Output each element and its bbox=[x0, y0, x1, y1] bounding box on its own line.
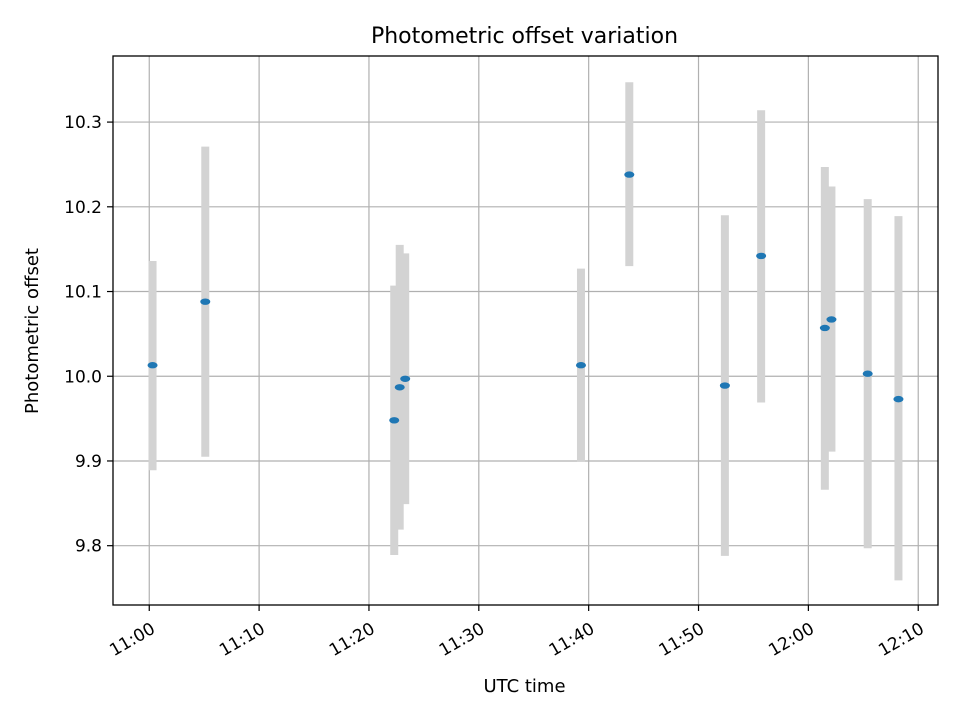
data-point bbox=[819, 324, 830, 332]
data-point bbox=[624, 171, 635, 178]
x-tick-label: 12:10 bbox=[875, 619, 927, 661]
data-point bbox=[200, 298, 211, 305]
data-point bbox=[400, 375, 411, 382]
data-point bbox=[575, 362, 586, 369]
data-point bbox=[893, 395, 904, 403]
x-tick-label: 11:20 bbox=[326, 619, 378, 661]
y-tick-label: 9.9 bbox=[75, 452, 102, 472]
data-point bbox=[862, 370, 873, 377]
error-bars bbox=[148, 82, 903, 581]
data-point bbox=[389, 417, 400, 424]
x-tick-label: 12:00 bbox=[765, 619, 817, 661]
data-point bbox=[147, 362, 158, 369]
y-axis-label: Photometric offset bbox=[22, 248, 43, 414]
x-tick-label: 11:00 bbox=[106, 619, 158, 661]
chart-title: Photometric offset variation bbox=[371, 24, 678, 49]
data-point bbox=[719, 382, 730, 389]
data-point bbox=[394, 384, 405, 391]
y-tick-label: 10.2 bbox=[64, 198, 102, 218]
grid bbox=[113, 56, 938, 605]
data-point bbox=[756, 252, 767, 260]
axis-ticks: 11:00 11:10 11:20 11:30 11:40 11:50 12:00 12:10… bbox=[64, 113, 928, 661]
y-tick-label: 10.3 bbox=[64, 113, 102, 133]
y-tick-label: 10.0 bbox=[64, 367, 102, 387]
x-tick-label: 11:50 bbox=[656, 619, 708, 661]
plot-frame bbox=[112, 55, 939, 606]
x-tick-label: 11:10 bbox=[216, 619, 268, 661]
y-tick-label: 9.8 bbox=[75, 537, 102, 557]
y-tick-label: 10.1 bbox=[64, 283, 102, 303]
data-point bbox=[826, 316, 837, 323]
data-points bbox=[147, 171, 904, 424]
x-axis-label: UTC time bbox=[483, 676, 565, 697]
x-tick-label: 11:30 bbox=[436, 619, 488, 661]
x-tick-label: 11:40 bbox=[546, 619, 598, 661]
